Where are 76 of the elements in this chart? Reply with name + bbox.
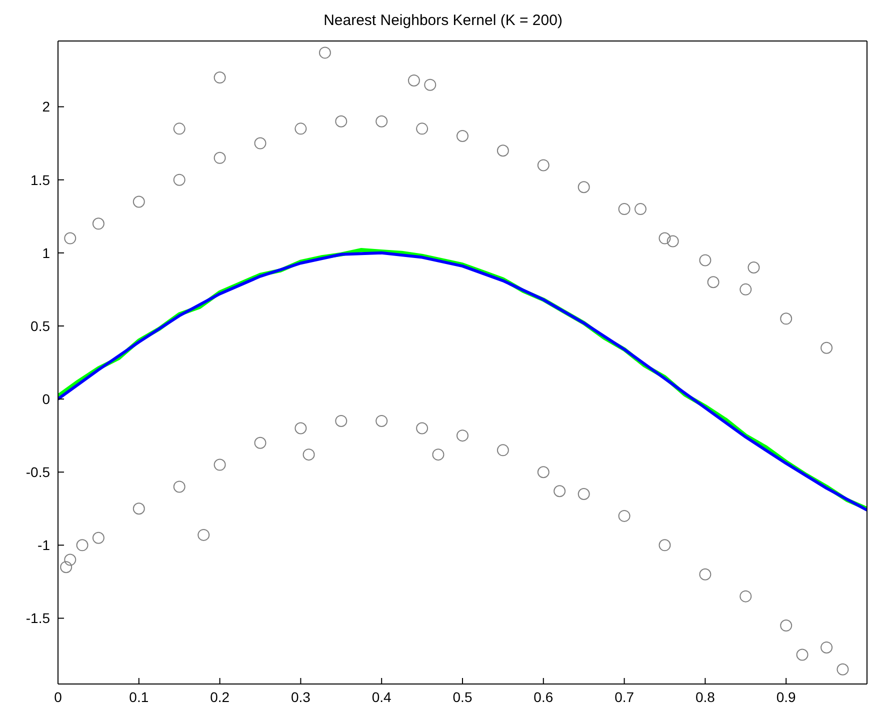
point <box>836 663 849 676</box>
point <box>416 122 428 135</box>
point <box>416 422 428 434</box>
point <box>173 174 186 186</box>
point <box>408 74 420 86</box>
point <box>302 448 315 461</box>
point <box>214 152 226 164</box>
point <box>578 488 590 500</box>
point <box>60 561 72 574</box>
y-tick-label: -0.5 <box>26 464 50 480</box>
point <box>699 568 712 580</box>
point <box>376 115 388 128</box>
y-tick-label: 1 <box>42 244 50 261</box>
x-tick-label: 0.3 <box>290 688 311 705</box>
point <box>578 181 590 194</box>
point <box>456 130 468 142</box>
point <box>780 620 792 632</box>
point <box>820 342 833 354</box>
point <box>634 203 646 216</box>
point <box>456 430 468 442</box>
point <box>748 262 760 274</box>
point <box>537 159 550 172</box>
point <box>537 466 550 478</box>
y-tick-label: 0.5 <box>30 318 50 334</box>
point <box>618 510 630 522</box>
point <box>335 414 348 427</box>
point <box>496 144 509 157</box>
x-tick-label: 0 <box>54 688 62 705</box>
point <box>554 485 566 498</box>
point <box>92 532 104 544</box>
x-tick-label: 0.2 <box>210 688 230 705</box>
point <box>92 218 104 230</box>
y-tick-label: 2 <box>42 98 50 115</box>
point <box>780 312 792 325</box>
point <box>214 458 226 471</box>
point <box>132 502 145 515</box>
point <box>796 648 808 661</box>
y-tick-label: -1 <box>38 537 50 554</box>
point <box>496 444 509 456</box>
point <box>64 554 76 566</box>
point <box>76 539 88 552</box>
point <box>658 232 671 244</box>
point <box>132 196 145 208</box>
point <box>254 137 266 150</box>
point <box>214 72 226 84</box>
x-tick-label: 0.7 <box>614 688 634 705</box>
y-tick-label: -1.5 <box>26 610 50 626</box>
point <box>618 203 630 216</box>
point <box>294 122 307 135</box>
point <box>173 480 186 493</box>
point <box>699 254 712 266</box>
point <box>658 539 671 552</box>
point <box>740 283 752 296</box>
point <box>740 590 752 602</box>
point <box>820 641 833 654</box>
point <box>666 235 679 248</box>
point <box>254 436 266 449</box>
point <box>335 115 348 128</box>
x-tick-label: 0.9 <box>776 688 796 705</box>
x-tick-label: 0.5 <box>452 688 472 705</box>
point <box>376 414 388 427</box>
point <box>198 528 210 541</box>
x-tick-label: 0.1 <box>129 688 149 705</box>
chart-title: Nearest Neighbors Kernel (K = 200) <box>322 11 564 31</box>
point <box>707 276 720 288</box>
point <box>432 448 444 461</box>
point <box>318 46 331 59</box>
point <box>173 122 186 135</box>
point <box>424 78 436 91</box>
y-tick-label: 1.5 <box>30 172 50 188</box>
point <box>294 422 307 434</box>
x-tick-label: 0.4 <box>372 688 392 705</box>
y-tick-label: 0 <box>42 391 50 408</box>
x-tick-label: 0.6 <box>534 688 554 705</box>
point <box>64 232 76 244</box>
x-tick-label: 0.8 <box>695 688 716 705</box>
